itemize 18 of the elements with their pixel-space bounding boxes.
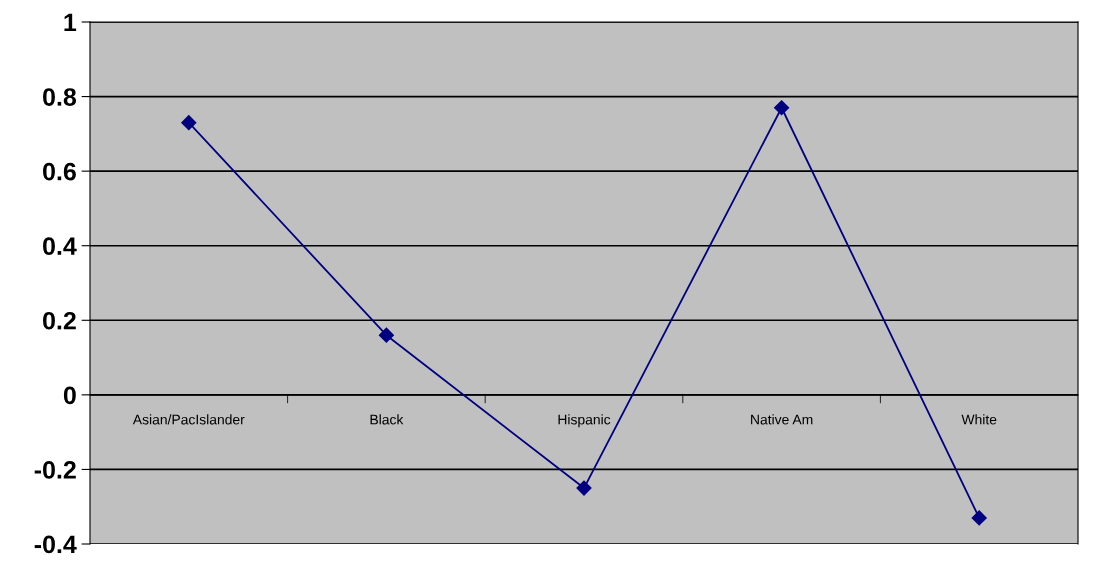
x-tick-label: Hispanic	[558, 414, 611, 428]
y-tick-label: 0	[63, 386, 76, 405]
y-tick-label: -0.4	[34, 535, 77, 554]
x-tick-label: Black	[370, 414, 404, 425]
x-tick-label: Asian/PacIslander	[132, 414, 245, 425]
point	[576, 480, 592, 496]
x-tick-label: Native Am	[751, 414, 813, 425]
point	[181, 115, 197, 131]
point	[774, 100, 790, 116]
y-tick-label: -0.2	[34, 461, 76, 479]
y-tick-label: 0.2	[43, 311, 76, 330]
y-tick-label: 1	[64, 13, 77, 32]
point	[971, 510, 987, 526]
y-tick-label: 0.6	[43, 162, 76, 181]
y-tick-label: 0.8	[43, 88, 77, 106]
point	[378, 327, 394, 343]
x-tick-label: White	[961, 414, 997, 425]
y-tick-label: 0.4	[43, 237, 77, 256]
